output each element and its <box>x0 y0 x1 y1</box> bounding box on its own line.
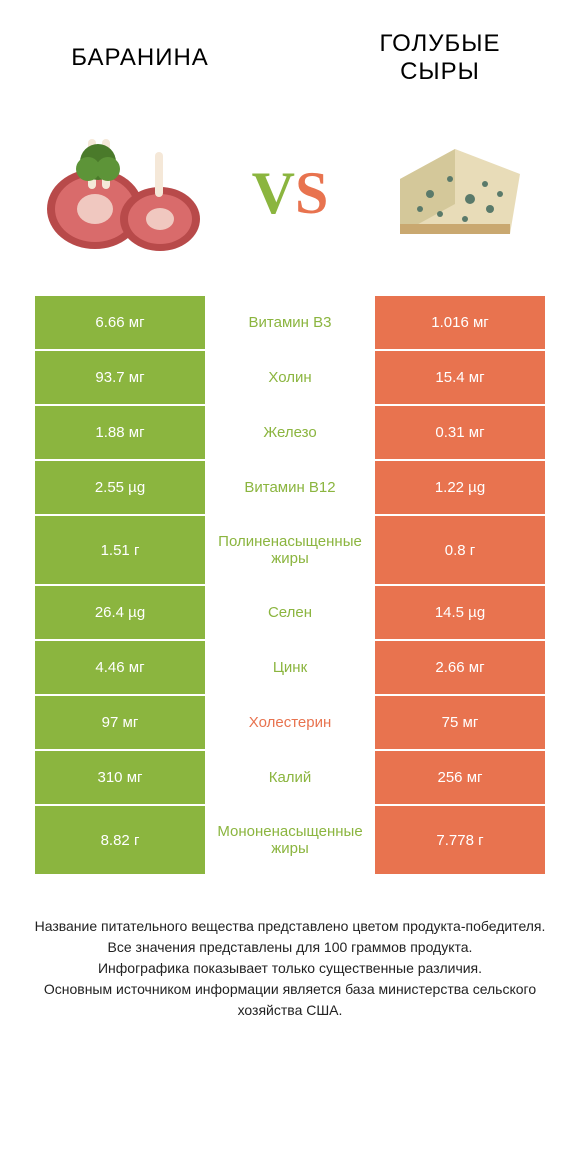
cell-left-value: 26.4 µg <box>35 586 205 639</box>
cell-nutrient-name: Полиненасыщенные жиры <box>205 516 375 584</box>
product-right-image <box>365 119 545 269</box>
cell-left-value: 1.88 мг <box>35 406 205 459</box>
blue-cheese-icon <box>370 124 540 264</box>
header-row: БАРАНИНА ГОЛУБЫЕ СЫРЫ <box>0 0 580 96</box>
cell-left-value: 93.7 мг <box>35 351 205 404</box>
cell-left-value: 6.66 мг <box>35 296 205 349</box>
cell-left-value: 2.55 µg <box>35 461 205 514</box>
cell-right-value: 15.4 мг <box>375 351 545 404</box>
footer-line: Основным источником информации является … <box>30 979 550 1021</box>
footer-line: Инфографика показывает только существенн… <box>30 958 550 979</box>
cell-right-value: 1.22 µg <box>375 461 545 514</box>
footer-line: Все значения представлены для 100 граммо… <box>30 937 550 958</box>
table-row: 4.46 мгЦинк2.66 мг <box>35 641 545 696</box>
cell-nutrient-name: Витамин B12 <box>205 461 375 514</box>
comparison-table: 6.66 мгВитамин B31.016 мг93.7 мгХолин15.… <box>0 296 580 876</box>
cell-right-value: 1.016 мг <box>375 296 545 349</box>
cell-right-value: 2.66 мг <box>375 641 545 694</box>
table-row: 6.66 мгВитамин B31.016 мг <box>35 296 545 351</box>
cell-left-value: 97 мг <box>35 696 205 749</box>
table-row: 93.7 мгХолин15.4 мг <box>35 351 545 406</box>
product-right-title: ГОЛУБЫЕ СЫРЫ <box>340 30 540 86</box>
cell-right-value: 256 мг <box>375 751 545 804</box>
cell-nutrient-name: Калий <box>205 751 375 804</box>
footer-line: Название питательного вещества представл… <box>30 916 550 937</box>
cell-left-value: 1.51 г <box>35 516 205 584</box>
table-row: 97 мгХолестерин75 мг <box>35 696 545 751</box>
vs-s-letter: S <box>295 159 328 228</box>
table-row: 8.82 гМононенасыщенные жиры7.778 г <box>35 806 545 876</box>
cell-nutrient-name: Цинк <box>205 641 375 694</box>
cell-nutrient-name: Мононенасыщенные жиры <box>205 806 375 874</box>
product-left-title: БАРАНИНА <box>40 44 240 72</box>
cell-nutrient-name: Холестерин <box>205 696 375 749</box>
cell-left-value: 8.82 г <box>35 806 205 874</box>
cell-nutrient-name: Витамин B3 <box>205 296 375 349</box>
cell-right-value: 0.31 мг <box>375 406 545 459</box>
cell-right-value: 75 мг <box>375 696 545 749</box>
cell-left-value: 310 мг <box>35 751 205 804</box>
cell-right-value: 0.8 г <box>375 516 545 584</box>
vs-label: VS <box>252 159 329 228</box>
cell-left-value: 4.46 мг <box>35 641 205 694</box>
table-row: 1.51 гПолиненасыщенные жиры0.8 г <box>35 516 545 586</box>
cell-right-value: 14.5 µg <box>375 586 545 639</box>
table-row: 2.55 µgВитамин B121.22 µg <box>35 461 545 516</box>
cell-nutrient-name: Селен <box>205 586 375 639</box>
cell-right-value: 7.778 г <box>375 806 545 874</box>
table-row: 1.88 мгЖелезо0.31 мг <box>35 406 545 461</box>
footer-notes: Название питательного вещества представл… <box>0 876 580 1041</box>
lamb-meat-icon <box>40 124 210 264</box>
product-left-image <box>35 119 215 269</box>
vs-v-letter: V <box>252 159 295 228</box>
images-row: VS <box>0 96 580 296</box>
table-row: 26.4 µgСелен14.5 µg <box>35 586 545 641</box>
table-row: 310 мгКалий256 мг <box>35 751 545 806</box>
cell-nutrient-name: Железо <box>205 406 375 459</box>
cell-nutrient-name: Холин <box>205 351 375 404</box>
